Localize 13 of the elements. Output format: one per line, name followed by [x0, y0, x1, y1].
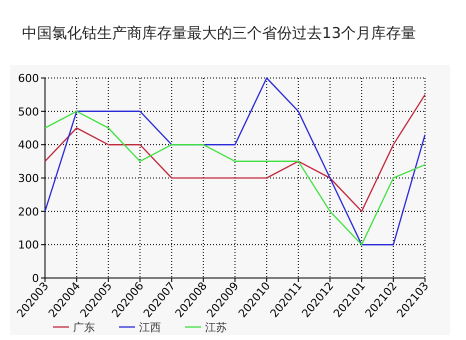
line-series — [44, 110, 426, 246]
legend-label: 广东 — [73, 321, 95, 334]
y-tick-label: 0 — [32, 272, 39, 285]
y-tick-label: 100 — [18, 238, 39, 252]
line-series — [44, 94, 426, 212]
y-tick-label: 200 — [18, 205, 39, 218]
legend-label: 江西 — [139, 321, 161, 334]
y-tick-label: 600 — [18, 72, 39, 85]
chart-title: 中国氯化钴生产商库存量最大的三个省份过去13个月库存量 — [22, 24, 416, 42]
y-tick-label: 400 — [18, 138, 39, 152]
y-tick-label: 300 — [18, 172, 39, 185]
y-tick-label: 500 — [18, 105, 39, 118]
legend-label: 江苏 — [205, 321, 227, 334]
